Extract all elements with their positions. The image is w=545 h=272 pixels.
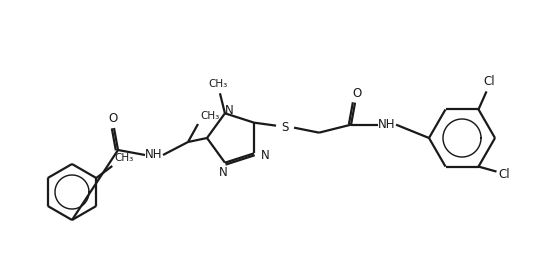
Text: O: O [108, 113, 118, 125]
Text: Cl: Cl [484, 75, 495, 88]
Text: N: N [225, 104, 233, 117]
Text: CH₃: CH₃ [200, 111, 219, 121]
Text: CH₃: CH₃ [114, 153, 134, 163]
Text: Cl: Cl [499, 168, 510, 181]
Text: NH: NH [378, 118, 396, 131]
Text: O: O [353, 87, 362, 100]
Text: N: N [219, 166, 227, 179]
Text: S: S [281, 121, 289, 134]
Text: N: N [261, 149, 269, 162]
Text: NH: NH [146, 149, 163, 162]
Text: CH₃: CH₃ [208, 79, 228, 89]
